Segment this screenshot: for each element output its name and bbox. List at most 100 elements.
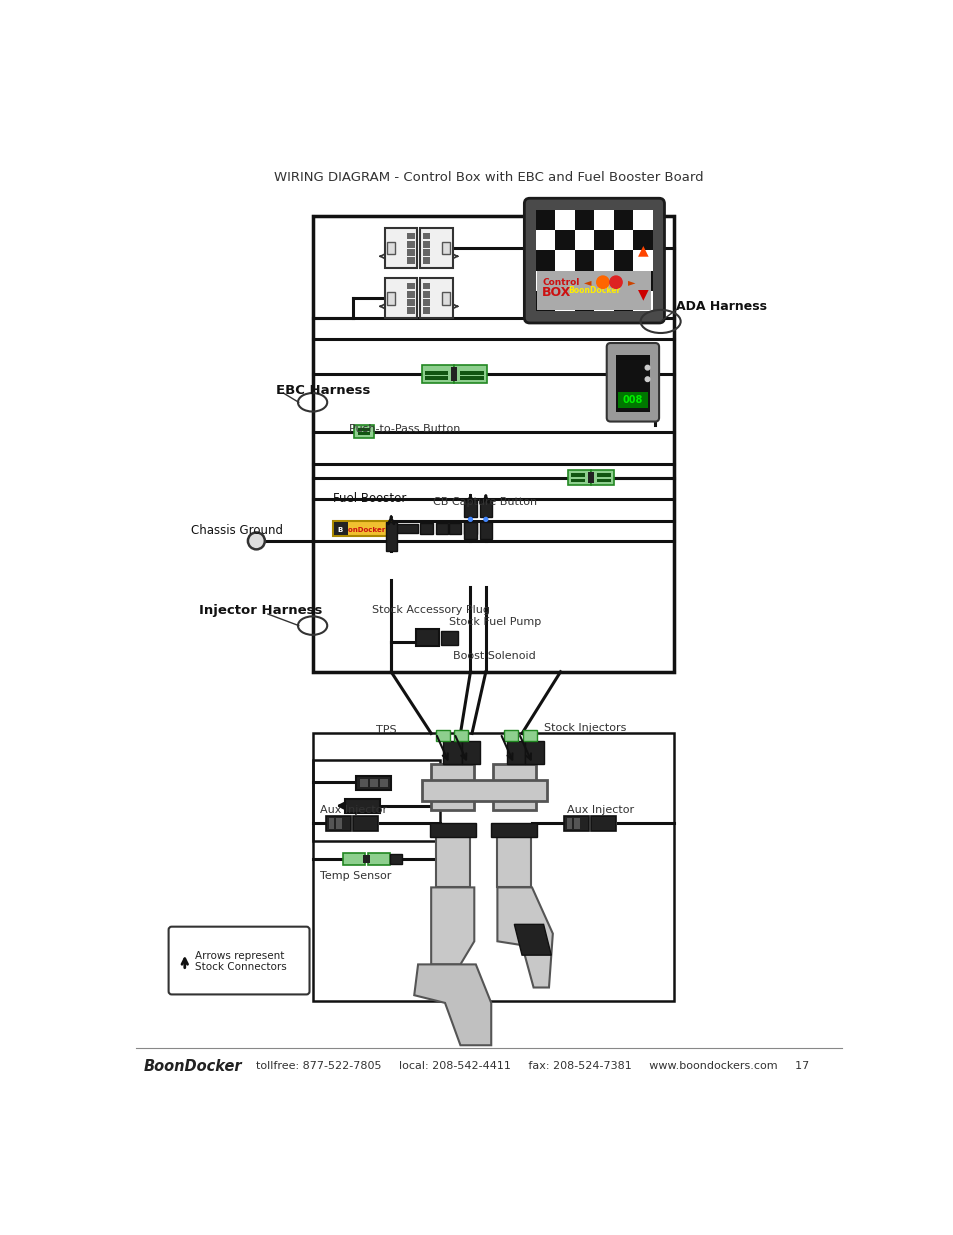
Text: Stock Fuel Pump: Stock Fuel Pump	[449, 616, 540, 626]
Text: Boost Solenoid: Boost Solenoid	[453, 651, 535, 662]
Bar	[594, 210, 614, 230]
Circle shape	[609, 275, 621, 288]
Bar	[436, 524, 448, 534]
Bar	[407, 299, 415, 306]
Bar	[385, 228, 416, 268]
Bar	[464, 524, 476, 534]
Bar	[360, 779, 368, 787]
Bar	[420, 228, 453, 268]
Bar	[436, 837, 469, 888]
Bar	[536, 210, 555, 230]
Bar	[387, 242, 395, 254]
Text: ADA Harness: ADA Harness	[676, 300, 766, 312]
Bar	[555, 210, 575, 230]
Bar	[633, 210, 652, 230]
Bar	[407, 283, 415, 289]
Bar	[333, 521, 391, 536]
Bar	[614, 230, 633, 251]
Text: BoonDocker: BoonDocker	[143, 1058, 241, 1073]
Bar	[422, 299, 430, 306]
Bar	[504, 730, 517, 741]
Bar	[353, 816, 377, 831]
Text: Arrows represent
Stock Connectors: Arrows represent Stock Connectors	[194, 951, 286, 972]
Bar	[357, 432, 370, 436]
Bar	[336, 818, 341, 829]
Text: BoonDocker: BoonDocker	[568, 287, 619, 295]
Bar	[491, 824, 537, 837]
Bar	[326, 816, 351, 831]
Text: 008: 008	[622, 395, 642, 405]
Text: Aux Injector: Aux Injector	[566, 805, 633, 815]
Bar	[345, 799, 379, 813]
Bar	[575, 291, 594, 311]
Bar	[614, 210, 633, 230]
Bar	[460, 377, 483, 380]
Bar	[431, 764, 474, 810]
Bar	[422, 257, 430, 264]
Bar	[368, 852, 389, 864]
Bar	[568, 471, 591, 485]
Text: EBC Harness: EBC Harness	[275, 384, 370, 398]
Bar	[555, 270, 575, 291]
Bar	[522, 730, 537, 741]
Bar	[575, 210, 594, 230]
Bar	[460, 370, 483, 374]
Bar	[313, 761, 439, 841]
Bar	[591, 471, 614, 485]
Polygon shape	[431, 888, 474, 965]
Text: ►: ►	[627, 277, 635, 288]
Bar	[436, 730, 449, 741]
Bar	[574, 818, 579, 829]
Circle shape	[644, 377, 649, 382]
Bar	[313, 216, 674, 672]
Bar	[506, 741, 524, 764]
Bar	[575, 251, 594, 270]
Bar	[597, 473, 611, 477]
FancyBboxPatch shape	[606, 343, 659, 421]
Text: BOX: BOX	[541, 287, 571, 299]
Polygon shape	[414, 965, 491, 1045]
Text: Temp Sensor: Temp Sensor	[320, 871, 392, 881]
Bar	[407, 248, 415, 256]
Bar	[571, 478, 584, 483]
Bar	[536, 230, 555, 251]
Text: BoonDocker: BoonDocker	[338, 527, 385, 534]
Bar	[334, 522, 348, 535]
Bar	[356, 776, 391, 789]
Circle shape	[468, 517, 472, 521]
Bar	[614, 251, 633, 270]
Bar	[422, 290, 430, 298]
Bar	[370, 779, 377, 787]
Text: Control: Control	[541, 278, 578, 287]
Bar	[454, 730, 468, 741]
Text: Injector Harness: Injector Harness	[198, 604, 322, 616]
Bar	[594, 251, 614, 270]
Text: B: B	[337, 527, 342, 534]
Circle shape	[644, 366, 649, 370]
Bar	[633, 270, 652, 291]
Bar	[443, 741, 461, 764]
Bar	[329, 818, 334, 829]
Bar	[357, 427, 370, 431]
Text: Stock Accessory Plug: Stock Accessory Plug	[372, 605, 490, 615]
Bar	[385, 278, 416, 319]
Circle shape	[248, 532, 265, 550]
Bar	[497, 837, 531, 888]
Bar	[524, 741, 543, 764]
Bar	[493, 764, 536, 810]
Bar	[571, 473, 584, 477]
Bar	[594, 291, 614, 311]
Bar	[407, 290, 415, 298]
Bar	[616, 354, 649, 411]
Bar	[451, 367, 456, 380]
Bar	[464, 500, 476, 517]
Bar	[536, 251, 555, 270]
Bar	[422, 232, 430, 240]
Bar	[594, 270, 614, 291]
Bar	[380, 779, 388, 787]
Bar	[633, 251, 652, 270]
Bar	[354, 425, 374, 437]
Circle shape	[596, 275, 608, 288]
Bar	[389, 853, 401, 864]
Bar	[420, 278, 453, 319]
